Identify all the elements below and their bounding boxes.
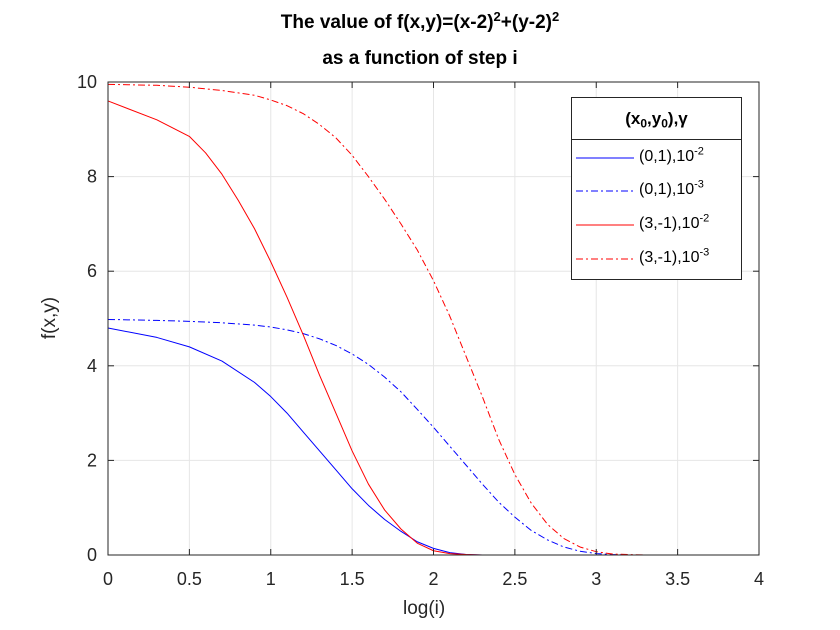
x-tick-label: 3.5 bbox=[665, 569, 690, 589]
y-tick-label: 10 bbox=[77, 72, 97, 92]
legend-swatch bbox=[576, 224, 634, 226]
chart-title-line1: The value of f(x,y)=(x-2)2+(y-2)2 bbox=[0, 8, 840, 34]
y-tick-label: 4 bbox=[87, 356, 97, 376]
legend-label-exp: -3 bbox=[694, 178, 704, 191]
y-tick-label: 2 bbox=[87, 450, 97, 470]
legend-swatch bbox=[576, 157, 634, 159]
chart-title-line2: as a function of step i bbox=[322, 48, 518, 69]
legend-label-exp: -3 bbox=[699, 246, 710, 259]
x-tick-label: 1.5 bbox=[340, 569, 365, 589]
legend-label: (3,-1),10-2 bbox=[639, 212, 710, 233]
legend-title: (x0,y0),γ bbox=[572, 98, 741, 140]
x-tick-label: 2 bbox=[428, 569, 438, 589]
title-line1-prefix: The value of f(x,y)=(x-2) bbox=[280, 12, 494, 33]
legend-label-base: (3,-1),10 bbox=[639, 249, 700, 266]
y-tick-label: 8 bbox=[87, 167, 97, 187]
title-line1-exp2: 2 bbox=[551, 8, 560, 24]
x-axis-label: log(i) bbox=[403, 598, 446, 619]
legend-swatch bbox=[576, 190, 634, 192]
x-tick-label: 1 bbox=[266, 569, 276, 589]
legend-label-base: (0,1),10 bbox=[639, 181, 695, 198]
title-line1-mid: +(y-2) bbox=[500, 12, 552, 33]
legend-title-part2: ,y bbox=[647, 109, 662, 128]
legend-label-base: (0,1),10 bbox=[639, 148, 695, 165]
legend-title-sub1: 0 bbox=[640, 116, 648, 131]
legend-title-sub2: 0 bbox=[661, 116, 668, 131]
legend-label: (0,1),10-2 bbox=[639, 145, 704, 166]
legend-swatch bbox=[576, 258, 634, 260]
legend-title-part1: (x bbox=[625, 109, 641, 128]
tick-labels: 0 0.5 1 1.5 2 2.5 3 3.5 4 0 2 4 6 8 10 bbox=[77, 72, 764, 589]
legend-label: (3,-1),10-3 bbox=[639, 246, 710, 267]
legend-label-base: (3,-1),10 bbox=[639, 215, 700, 232]
y-tick-label: 6 bbox=[87, 261, 97, 281]
y-tick-label: 0 bbox=[87, 545, 97, 565]
x-tick-label: 0.5 bbox=[177, 569, 202, 589]
title-line1-exp1: 2 bbox=[493, 8, 501, 24]
legend-title-part3: ),γ bbox=[667, 109, 688, 128]
legend-item: (0,1),10-3 bbox=[572, 179, 741, 203]
x-tick-label: 3 bbox=[591, 569, 601, 589]
legend-label: (0,1),10-3 bbox=[639, 178, 704, 199]
legend-label-exp: -2 bbox=[694, 145, 704, 158]
legend: (x0,y0),γ (0,1),10-2 (0,1),10-3 (3,-1),1… bbox=[571, 97, 742, 280]
legend-item: (0,1),10-2 bbox=[572, 146, 741, 170]
legend-item: (3,-1),10-3 bbox=[572, 247, 741, 271]
x-tick-label: 4 bbox=[754, 569, 764, 589]
y-axis-label: f(x,y) bbox=[39, 296, 60, 340]
legend-label-exp: -2 bbox=[699, 212, 710, 225]
ticks bbox=[107, 81, 760, 556]
x-tick-label: 0 bbox=[103, 569, 113, 589]
x-tick-label: 2.5 bbox=[502, 569, 527, 589]
legend-item: (3,-1),10-2 bbox=[572, 213, 741, 237]
